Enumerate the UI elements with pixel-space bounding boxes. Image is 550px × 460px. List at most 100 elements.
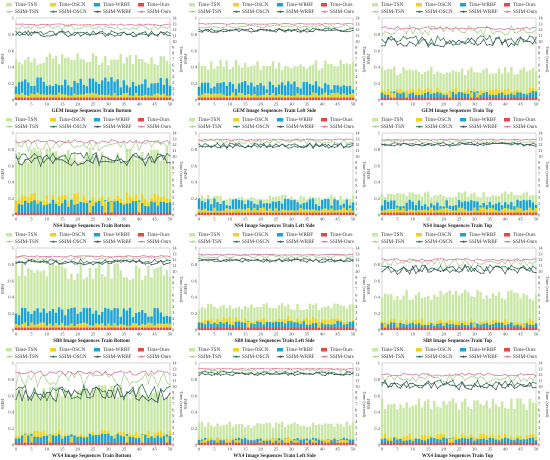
- bar-time-tsn: [57, 64, 61, 100]
- point-ssim-ours: [61, 256, 63, 258]
- bar-time-tsn: [150, 393, 153, 445]
- point-ssim-wrbf: [216, 31, 219, 33]
- bar-time-tsn: [259, 306, 262, 330]
- point-ssim-oscn: [92, 395, 94, 397]
- point-ssim-oscn: [150, 30, 153, 32]
- point-ssim-wrbf: [266, 146, 268, 149]
- point-ssim-tsn: [132, 27, 134, 29]
- point-ssim-wrbf: [120, 158, 122, 160]
- bar-time-ours: [253, 212, 256, 215]
- bar-time-oscn: [534, 207, 538, 215]
- bar-time-wrbf: [284, 323, 287, 330]
- bar-time-wrbf: [207, 321, 210, 330]
- point-ssim-wrbf: [427, 271, 429, 273]
- point-ssim-wrbf: [318, 261, 320, 263]
- point-ssim-tsn: [415, 141, 417, 144]
- y-tick-label: 0.2: [8, 196, 14, 201]
- bar-time-tsn: [219, 306, 222, 330]
- point-ssim-oscn: [110, 396, 113, 398]
- bar-time-ours: [442, 97, 445, 100]
- y2-tick-label: 7: [355, 57, 358, 62]
- point-ssim-ours: [117, 24, 119, 26]
- point-ssim-wrbf: [46, 35, 48, 37]
- legend-marker: [8, 10, 11, 13]
- x-tick-label: 20: [75, 447, 80, 452]
- point-ssim-tsn: [204, 369, 206, 371]
- point-ssim-oscn: [232, 143, 234, 145]
- legend-label: Time-OSCN: [425, 117, 452, 123]
- point-ssim-tsn: [293, 257, 296, 259]
- point-ssim-ours: [516, 138, 519, 141]
- point-ssim-wrbf: [198, 143, 200, 145]
- bar-time-wrbf: [82, 84, 85, 100]
- legend-marker: [462, 240, 465, 243]
- point-ssim-ours: [486, 259, 488, 261]
- point-ssim-wrbf: [455, 144, 457, 146]
- point-ssim-tsn: [433, 263, 435, 265]
- bar-time-oscn: [147, 430, 150, 445]
- point-ssim-tsn: [476, 262, 479, 264]
- y2-tick-label: 5: [355, 413, 358, 418]
- y2-tick-label: 5: [355, 298, 358, 303]
- point-ssim-wrbf: [526, 144, 528, 146]
- bar-time-oscn: [423, 209, 427, 215]
- point-ssim-wrbf: [337, 29, 339, 31]
- y-tick-label: 0.2: [374, 311, 380, 316]
- bar-time-tsn: [402, 193, 405, 215]
- bar-time-ours: [274, 97, 278, 100]
- bar-time-tsn: [262, 65, 265, 100]
- bar-time-ours: [426, 97, 430, 100]
- bar-time-tsn: [91, 278, 95, 330]
- legend-swatch: [372, 3, 378, 7]
- bar-time-ours: [402, 212, 405, 215]
- bar-time-wrbf: [405, 202, 408, 215]
- bar-time-ours: [513, 97, 516, 100]
- x-tick-label: 50: [351, 102, 356, 107]
- legend-label: SSIM-WRBF: [103, 124, 132, 130]
- point-ssim-tsn: [104, 145, 106, 147]
- y-tick-label: 0.2: [191, 311, 197, 316]
- bar-time-tsn: [237, 424, 241, 445]
- bar-time-oscn: [314, 210, 318, 215]
- y-tick-label: 0.6: [374, 278, 380, 283]
- x-tick-label: 30: [289, 332, 294, 337]
- bar-time-wrbf: [64, 436, 67, 445]
- point-ssim-tsn: [107, 26, 109, 29]
- bar-time-ours: [234, 442, 238, 445]
- point-ssim-oscn: [303, 145, 305, 147]
- bar-time-tsn: [213, 426, 216, 445]
- x-tick-label: 35: [305, 332, 310, 337]
- bar-time-wrbf: [463, 201, 467, 215]
- legend-swatch: [138, 348, 144, 352]
- point-ssim-ours: [293, 254, 296, 256]
- point-ssim-oscn: [399, 268, 402, 270]
- bar-time-ours: [165, 212, 169, 215]
- bar-time-tsn: [94, 267, 98, 330]
- bar-time-ours: [345, 442, 349, 445]
- point-ssim-oscn: [396, 142, 398, 144]
- bar-time-wrbf: [113, 201, 116, 215]
- point-ssim-tsn: [343, 24, 345, 26]
- point-ssim-tsn: [260, 254, 262, 257]
- point-ssim-tsn: [253, 25, 256, 27]
- point-ssim-wrbf: [163, 154, 165, 157]
- x-tick-label: 50: [168, 447, 173, 452]
- point-ssim-wrbf: [64, 262, 66, 264]
- y2-tick-label: 4: [538, 304, 541, 309]
- point-ssim-oscn: [266, 28, 268, 31]
- point-ssim-ours: [98, 255, 100, 258]
- point-ssim-ours: [107, 256, 109, 258]
- bar-time-tsn: [101, 151, 104, 215]
- bar-time-ours: [141, 442, 144, 445]
- x-tick-label: 10: [45, 332, 50, 337]
- bar-time-wrbf: [39, 312, 42, 330]
- bar-time-oscn: [390, 209, 393, 215]
- legend-marker: [8, 355, 11, 358]
- point-ssim-ours: [73, 23, 76, 25]
- bar-time-ours: [513, 327, 516, 330]
- bar-time-ours: [228, 442, 232, 445]
- point-ssim-ours: [399, 259, 402, 262]
- point-ssim-oscn: [46, 32, 48, 34]
- bar-time-wrbf: [494, 95, 498, 100]
- y2-tick-label: 10: [355, 154, 360, 159]
